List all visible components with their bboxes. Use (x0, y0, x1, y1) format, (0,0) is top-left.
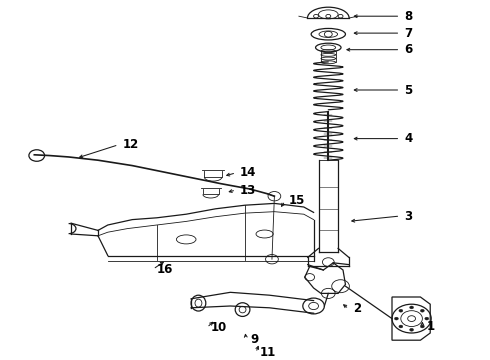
Text: 10: 10 (211, 321, 227, 334)
Circle shape (399, 325, 403, 328)
Circle shape (425, 317, 429, 320)
Text: 16: 16 (157, 263, 173, 276)
Text: 8: 8 (404, 10, 413, 23)
Ellipse shape (316, 43, 341, 52)
Text: 2: 2 (353, 302, 361, 315)
Text: 9: 9 (250, 333, 258, 346)
Text: 13: 13 (240, 184, 256, 197)
Text: 6: 6 (404, 43, 413, 56)
Circle shape (410, 328, 414, 331)
Circle shape (420, 309, 424, 312)
Circle shape (394, 317, 398, 320)
Circle shape (399, 309, 403, 312)
Text: 5: 5 (404, 84, 413, 96)
Text: 4: 4 (404, 132, 413, 145)
Text: 14: 14 (240, 166, 256, 179)
Text: 12: 12 (122, 138, 139, 151)
Text: 7: 7 (404, 27, 413, 40)
Text: 15: 15 (289, 194, 305, 207)
Circle shape (410, 306, 414, 309)
Text: 1: 1 (426, 320, 435, 333)
Circle shape (420, 325, 424, 328)
Text: 11: 11 (260, 346, 276, 359)
Text: 3: 3 (404, 210, 413, 222)
Ellipse shape (311, 28, 345, 40)
